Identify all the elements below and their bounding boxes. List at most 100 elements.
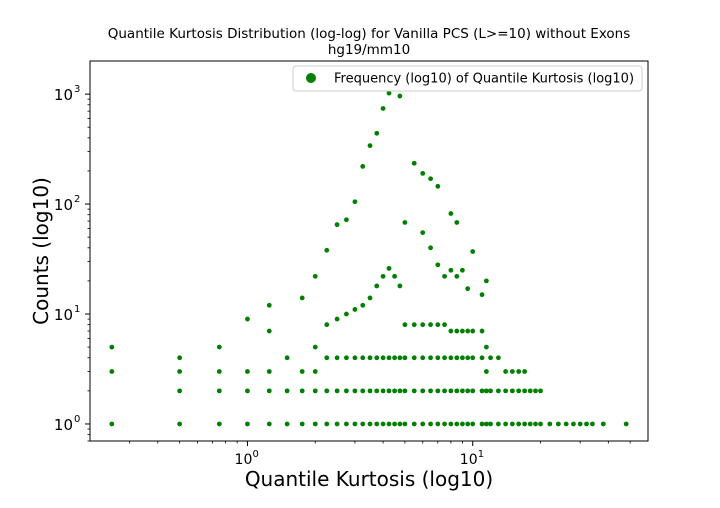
data-point [334, 222, 340, 228]
data-point [590, 421, 595, 427]
data-point [479, 292, 485, 298]
data-point [374, 283, 380, 289]
data-point [483, 421, 489, 427]
data-point [352, 421, 358, 427]
data-point [623, 421, 629, 427]
data-point [435, 262, 441, 268]
data-point [571, 421, 576, 427]
data-point [245, 421, 250, 427]
data-point [483, 388, 489, 394]
data-point [411, 322, 417, 328]
plot-frame [89, 60, 649, 442]
data-point [479, 355, 485, 361]
data-point [448, 421, 454, 427]
data-point [503, 421, 509, 427]
data-point [547, 421, 553, 427]
y-tick-exponent: 2 [74, 194, 80, 205]
y-tick-exponent: 1 [74, 304, 80, 315]
data-point [479, 421, 485, 427]
data-point [352, 388, 358, 394]
y-axis-label: Counts (log10) [29, 177, 53, 325]
data-point [470, 355, 476, 361]
data-point [454, 388, 460, 394]
data-point [324, 388, 330, 394]
data-point [324, 355, 330, 361]
y-tick-exponent: 3 [74, 84, 80, 95]
y-tick-label: 10 [54, 196, 73, 214]
data-point [299, 295, 305, 301]
data-point [483, 278, 489, 284]
data-point [360, 421, 366, 427]
data-point [380, 421, 386, 427]
data-point [284, 355, 290, 361]
data-point [386, 421, 392, 427]
data-point [533, 421, 538, 427]
data-point [177, 421, 183, 427]
data-point [538, 388, 543, 394]
data-point [367, 421, 373, 427]
data-point [109, 369, 115, 374]
data-point [334, 355, 340, 361]
data-point [454, 421, 460, 427]
data-point [509, 369, 515, 374]
data-point [177, 369, 183, 374]
data-point [442, 273, 447, 279]
data-point [284, 421, 290, 427]
data-point [460, 421, 465, 427]
data-point [352, 307, 358, 312]
data-point [435, 421, 441, 427]
data-point [420, 322, 426, 328]
data-point [374, 130, 380, 136]
y-tick-label: 10 [54, 306, 73, 324]
data-point [344, 355, 349, 361]
data-point [397, 388, 403, 394]
data-point [448, 355, 454, 361]
x-tick-exponent: 0 [252, 449, 258, 460]
data-point [266, 388, 272, 394]
data-point [367, 388, 373, 394]
data-point [397, 283, 403, 289]
data-point [420, 171, 426, 176]
x-tick-exponent: 1 [478, 449, 484, 460]
data-point [428, 322, 433, 328]
data-point [411, 388, 417, 394]
data-point [324, 421, 330, 427]
data-point [374, 355, 380, 361]
data-point [411, 355, 417, 361]
data-point [522, 369, 528, 374]
data-point [312, 388, 318, 394]
data-point [397, 421, 403, 427]
data-point [397, 93, 403, 99]
data-point [460, 388, 465, 394]
data-point [386, 265, 392, 271]
data-point [448, 388, 454, 394]
data-point [386, 388, 392, 394]
data-point [324, 322, 330, 328]
data-point [177, 388, 183, 394]
data-point [392, 388, 397, 394]
data-point [533, 388, 538, 394]
data-point [397, 355, 403, 361]
x-tick-label: 10 [460, 452, 478, 468]
data-point [360, 388, 366, 394]
data-point [577, 421, 583, 427]
data-point [312, 273, 318, 279]
data-point [460, 328, 465, 334]
data-point [109, 421, 115, 427]
data-point [344, 217, 349, 223]
data-point [428, 355, 433, 361]
data-point [460, 267, 465, 273]
x-axis-label: Quantile Kurtosis (log10) [245, 467, 493, 491]
data-point [216, 421, 222, 427]
data-point [488, 388, 493, 394]
data-point [177, 355, 183, 361]
legend-box [292, 65, 643, 92]
data-point [435, 183, 441, 189]
data-point [334, 388, 340, 394]
data-point [454, 355, 460, 361]
data-point [522, 388, 528, 394]
legend-label: Frequency (log10) of Quantile Kurtosis (… [334, 72, 634, 87]
y-tick-exponent: 0 [74, 414, 80, 425]
chart-subtitle: hg19/mm10 [328, 42, 410, 58]
